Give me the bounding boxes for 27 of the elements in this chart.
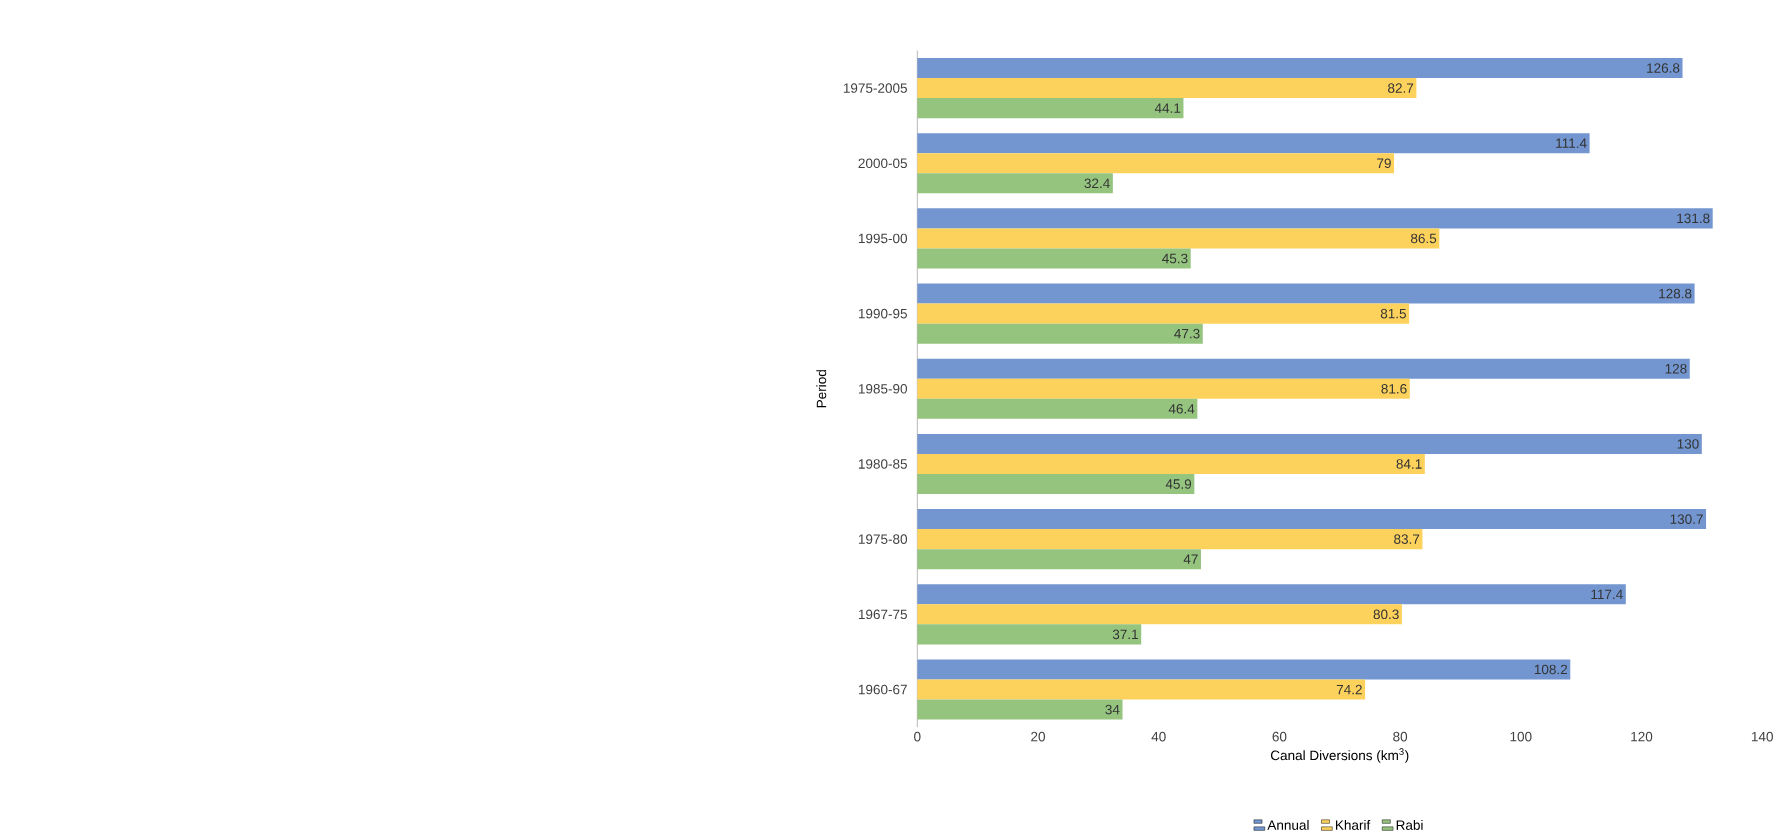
bar	[917, 699, 1123, 720]
bar	[917, 528, 1423, 549]
bar	[917, 152, 1395, 174]
bar	[917, 473, 1195, 494]
bar	[917, 303, 1410, 324]
bar	[917, 548, 1201, 569]
bar	[917, 228, 1440, 249]
bar	[917, 398, 1198, 419]
bar	[917, 358, 1690, 379]
bar	[917, 604, 1402, 625]
bar	[917, 248, 1191, 269]
bar	[917, 97, 1184, 118]
bar	[917, 323, 1203, 344]
bar	[917, 679, 1366, 700]
bar	[917, 132, 1590, 153]
bar	[917, 453, 1425, 474]
bar	[917, 624, 1142, 645]
bar	[917, 77, 1417, 98]
bar	[917, 659, 1571, 680]
bar	[917, 283, 1695, 304]
bar	[917, 173, 1113, 194]
bar	[917, 508, 1707, 529]
bar	[917, 57, 1683, 78]
bar	[917, 208, 1713, 229]
bar	[917, 378, 1410, 399]
bar	[917, 584, 1626, 605]
bar	[917, 433, 1702, 454]
